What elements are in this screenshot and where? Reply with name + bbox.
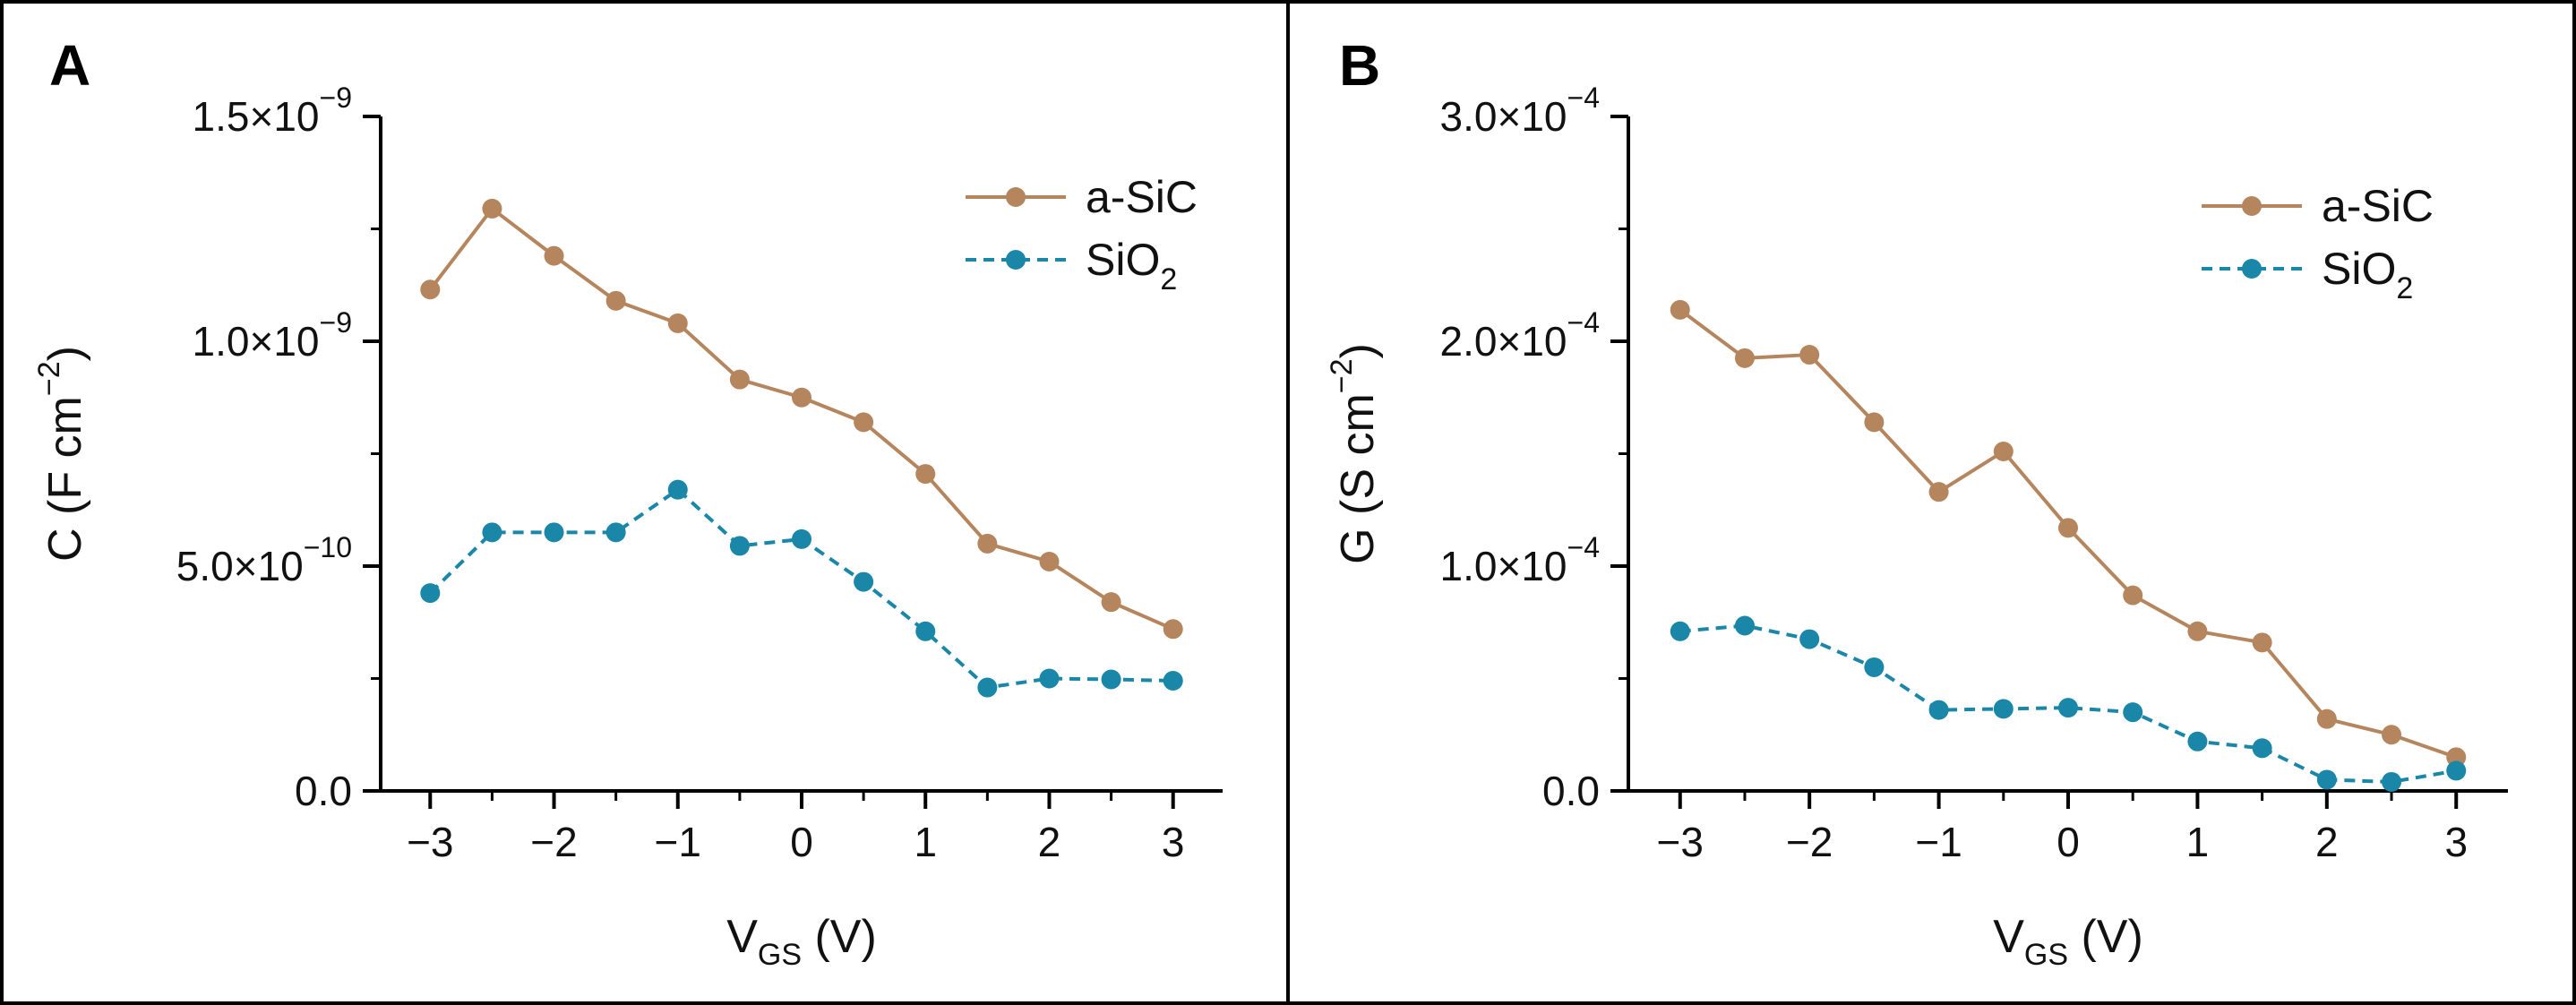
data-point [729, 536, 750, 556]
y-axis-title: C (F cm−2) [32, 346, 91, 562]
panel-b: B −3 −2 −1 0 1 2 3 0.0 1.0×10−4 2.0×10−4 3.0×10−4 VG… [1325, 33, 2508, 972]
data-point [482, 522, 502, 543]
data-point [792, 387, 811, 408]
legend-label: SiO2 [2322, 244, 2413, 305]
legend-label: SiO2 [1086, 235, 1177, 296]
data-point [2058, 698, 2078, 718]
data-point [605, 290, 626, 311]
data-point [2446, 760, 2467, 781]
y-tick-label: 1.5×10−9 [193, 82, 352, 140]
y-tick-label: 0.0 [295, 768, 352, 814]
legend-marker [2242, 196, 2262, 216]
data-point [1734, 348, 1755, 368]
data-point [2187, 621, 2208, 641]
y-tick-label: 1.0×10−9 [193, 306, 352, 365]
x-tick-label: 2 [1038, 819, 1061, 865]
data-point [1864, 657, 1885, 677]
data-point [1101, 592, 1121, 613]
data-point [2382, 771, 2402, 792]
data-point [2252, 738, 2272, 759]
x-axis-title: VGS (V) [1993, 911, 2143, 972]
y-axis-title: G (S cm−2) [1325, 343, 1384, 564]
panel-letter: B [1339, 33, 1380, 98]
x-tick-label: −1 [655, 819, 701, 865]
x-tick-label: 0 [790, 819, 813, 865]
y-tick-label: 3.0×10−4 [1440, 82, 1600, 140]
data-point [2382, 725, 2402, 745]
data-point [605, 522, 626, 543]
legend-label: a-SiC [2322, 181, 2434, 231]
data-point [667, 479, 688, 500]
x-tick-label: −1 [1915, 819, 1962, 865]
data-point [854, 412, 874, 433]
x-axis-title: VGS (V) [726, 911, 877, 972]
data-point [1670, 621, 1690, 641]
data-point [544, 522, 564, 543]
data-point [1928, 482, 1949, 502]
data-point [2123, 702, 2143, 723]
data-point [977, 533, 998, 554]
y-tick-label: 5.0×10−10 [176, 531, 352, 589]
data-point [544, 245, 564, 266]
data-point [792, 528, 811, 549]
data-point [1163, 671, 1183, 691]
legend-marker [1006, 250, 1026, 270]
data-point [977, 677, 998, 698]
legend-marker [2242, 259, 2262, 279]
data-point [915, 621, 936, 641]
x-tick-label: 1 [2186, 819, 2210, 865]
data-point [1864, 412, 1885, 433]
x-tick-label: 3 [2444, 819, 2468, 865]
data-point [2446, 747, 2467, 768]
data-point [1670, 299, 1690, 320]
legend-label: a-SiC [1086, 172, 1198, 222]
x-tick-label: −2 [530, 819, 577, 865]
data-point [1734, 615, 1755, 636]
data-point [854, 571, 874, 592]
x-tick-label: 2 [2315, 819, 2339, 865]
data-point [2187, 731, 2208, 752]
legend-marker [1006, 187, 1026, 207]
data-point [1993, 441, 2014, 461]
data-point [1993, 699, 2014, 719]
data-point [1163, 619, 1183, 640]
x-tick-label: −3 [407, 819, 453, 865]
x-tick-label: −3 [1657, 819, 1704, 865]
data-point [1928, 700, 1949, 720]
data-point [729, 369, 750, 390]
x-tick-label: 0 [2057, 819, 2080, 865]
data-point [1039, 551, 1060, 571]
data-point [420, 583, 441, 604]
data-point [1039, 668, 1060, 689]
x-tick-label: 1 [914, 819, 937, 865]
data-point [915, 464, 936, 485]
data-point [2123, 585, 2143, 606]
panel-letter: A [49, 33, 90, 98]
data-point [482, 198, 502, 219]
y-tick-label: 1.0×10−4 [1440, 531, 1600, 589]
data-point [2252, 632, 2272, 653]
data-point [2058, 518, 2078, 538]
panel-a: A −3 −2 −1 0 1 2 3 0.0 5.0×10−10 1.0×10−9 1.5×10−9 V… [32, 33, 1223, 972]
data-point [1799, 629, 1820, 649]
y-tick-label: 0.0 [1542, 768, 1600, 814]
y-tick-label: 2.0×10−4 [1440, 306, 1600, 365]
data-point [667, 313, 688, 333]
data-point [1799, 345, 1820, 365]
data-point [2316, 709, 2337, 729]
data-point [1101, 669, 1121, 690]
data-point [420, 279, 441, 300]
data-point [2316, 769, 2337, 790]
x-tick-label: −2 [1786, 819, 1833, 865]
x-tick-label: 3 [1162, 819, 1185, 865]
